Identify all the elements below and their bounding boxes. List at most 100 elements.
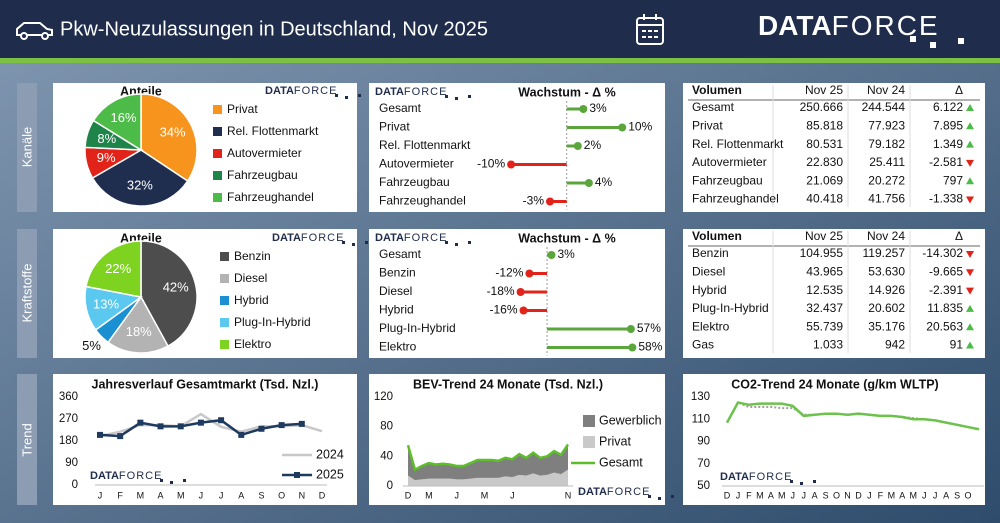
lollipop-dot: [516, 288, 525, 296]
pie-slice: [91, 149, 189, 207]
logo-squares: [342, 241, 368, 246]
trend-arrow: [966, 122, 974, 130]
logo-part: DATA: [720, 471, 749, 483]
x-tick-label: M: [481, 490, 489, 500]
cell: 20.272: [868, 173, 905, 187]
y-tick-label: 0: [72, 479, 78, 491]
logo-square: [648, 495, 651, 498]
lollipop-dot: [584, 179, 593, 187]
x-tick-label: A: [238, 490, 244, 500]
category-label: Hybrid: [379, 303, 414, 317]
section-tab: [17, 229, 37, 358]
area: [408, 444, 568, 481]
cell: 1.033: [813, 338, 843, 352]
y-tick-label: 0: [387, 480, 393, 492]
marker: [137, 419, 144, 426]
legend-label: Elektro: [234, 337, 272, 351]
logo-part: DATA: [375, 232, 404, 244]
x-tick-label: D: [405, 490, 412, 500]
cell: 7.895: [933, 118, 963, 132]
x-tick-label: F: [878, 490, 884, 500]
cell: 20.563: [926, 319, 963, 333]
legend-swatch: [583, 415, 595, 427]
logo-square: [800, 482, 803, 485]
y-tick-label: 70: [697, 458, 710, 470]
cell: 25.411: [869, 155, 905, 169]
cell: Benzin: [692, 246, 729, 260]
legend-swatch: [220, 252, 229, 261]
cell: 942: [885, 338, 905, 352]
cell: -9.665: [929, 264, 963, 278]
x-tick-label: A: [158, 490, 164, 500]
logo-squares: [910, 36, 964, 48]
trend-arrow: [966, 251, 974, 258]
calendar-icon: [636, 14, 664, 45]
legend-label: Diesel: [234, 271, 267, 285]
header-stripe: [0, 58, 1000, 63]
cell: -14.302: [922, 246, 963, 260]
cell: 14.926: [868, 283, 905, 297]
x-tick-label: J: [98, 490, 103, 500]
trend-arrow: [966, 304, 974, 312]
category-label: Benzin: [379, 266, 416, 280]
x-tick-label: J: [922, 490, 927, 500]
x-tick-label: M: [888, 490, 896, 500]
marker: [157, 423, 164, 430]
x-tick-label: M: [425, 490, 433, 500]
cell: 53.630: [868, 264, 905, 278]
x-tick-label: A: [899, 490, 905, 500]
marker: [238, 431, 245, 438]
line: [725, 401, 980, 431]
column-header: Volumen: [692, 229, 742, 243]
panel-logo: DATAFORCE: [375, 232, 447, 244]
logo-part: DATA: [375, 86, 404, 98]
lollipop-dot: [519, 306, 528, 315]
y-tick-label: 180: [59, 435, 78, 447]
marker: [218, 417, 225, 424]
x-tick-label: N: [844, 490, 851, 500]
cell: 79.182: [868, 137, 905, 151]
trend-arrow: [966, 287, 974, 295]
trend-arrow: [966, 104, 974, 111]
cell: 21.069: [806, 173, 843, 187]
y-tick-label: 90: [65, 457, 78, 469]
cell: Privat: [692, 118, 723, 132]
cell: Autovermieter: [692, 155, 767, 169]
column-header: Nov 24: [867, 229, 905, 243]
cell: -2.391: [929, 283, 963, 297]
legend-label: Autovermieter: [227, 146, 302, 160]
value-label: -16%: [490, 303, 518, 317]
logo-square: [468, 95, 471, 98]
value-label: 4%: [595, 175, 613, 189]
slice-label: 5%: [82, 338, 101, 353]
logo-square: [335, 94, 338, 97]
section-labels: Kanäle Kraftstoffe Trend: [17, 83, 37, 505]
slice-label: 22%: [105, 261, 131, 276]
cell: 41.756: [868, 192, 905, 206]
trend-arrow: [966, 269, 974, 277]
logo-part: FORCE: [607, 486, 651, 498]
value-label: 2%: [584, 138, 602, 152]
cell: 11.835: [927, 301, 963, 315]
y-tick-label: 110: [692, 413, 710, 425]
legend-label: Plug-In-Hybrid: [234, 315, 311, 329]
x-tick-label: M: [778, 490, 786, 500]
x-tick-label: S: [823, 490, 829, 500]
pie-slice: [140, 240, 198, 348]
legend-swatch: [213, 149, 222, 158]
marker: [258, 425, 265, 432]
value-label: -12%: [495, 266, 523, 280]
x-tick-label: F: [117, 490, 123, 500]
slice-label: 13%: [93, 296, 119, 311]
logo-squares: [648, 495, 674, 500]
y-tick-label: 50: [697, 480, 710, 492]
logo-squares: [335, 94, 361, 99]
legend-label: Benzin: [234, 249, 271, 263]
legend-label: Privat: [599, 434, 631, 448]
chart-title: BEV-Trend 24 Monate (Tsd. Nzl.): [413, 377, 603, 391]
x-tick-label: J: [219, 490, 224, 500]
logo-square: [790, 480, 793, 483]
lollipop-dot: [547, 251, 556, 259]
pie-slice: [92, 93, 142, 152]
x-tick-label: J: [867, 490, 872, 500]
